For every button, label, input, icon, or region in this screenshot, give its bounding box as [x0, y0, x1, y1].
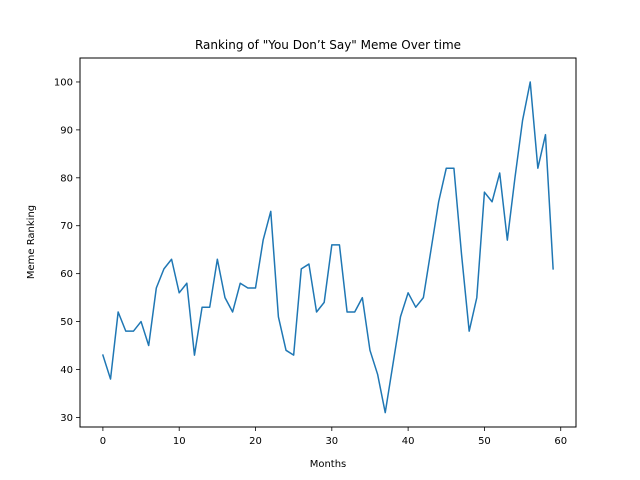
x-tick-label: 0 — [100, 436, 106, 447]
x-tick-label: 40 — [402, 436, 415, 447]
y-tick-label: 30 — [60, 413, 73, 424]
plot-frame — [79, 57, 577, 428]
series-line-0 — [101, 81, 554, 414]
x-axis-label: Months — [310, 459, 347, 470]
x-tick-label: 50 — [478, 436, 491, 447]
y-axis: 30 40 50 60 70 80 90 100 — [54, 77, 80, 424]
x-tick-label: 60 — [554, 436, 567, 447]
x-tick-label: 20 — [249, 436, 262, 447]
y-tick-label: 90 — [60, 125, 73, 136]
x-tick-label: 10 — [173, 436, 186, 447]
x-tick-label: 30 — [325, 436, 338, 447]
y-tick-label: 40 — [60, 365, 73, 376]
plot-area — [101, 81, 554, 414]
y-tick-label: 50 — [60, 317, 73, 328]
x-axis: 0 10 20 30 40 50 60 — [100, 427, 567, 447]
y-tick-label: 100 — [54, 77, 73, 88]
y-tick-label: 70 — [60, 221, 73, 232]
y-axis-label: Meme Ranking — [26, 205, 37, 279]
chart-title: Ranking of "You Don’t Say" Meme Over tim… — [195, 38, 461, 52]
y-tick-label: 60 — [60, 269, 73, 280]
y-tick-label: 80 — [60, 173, 73, 184]
